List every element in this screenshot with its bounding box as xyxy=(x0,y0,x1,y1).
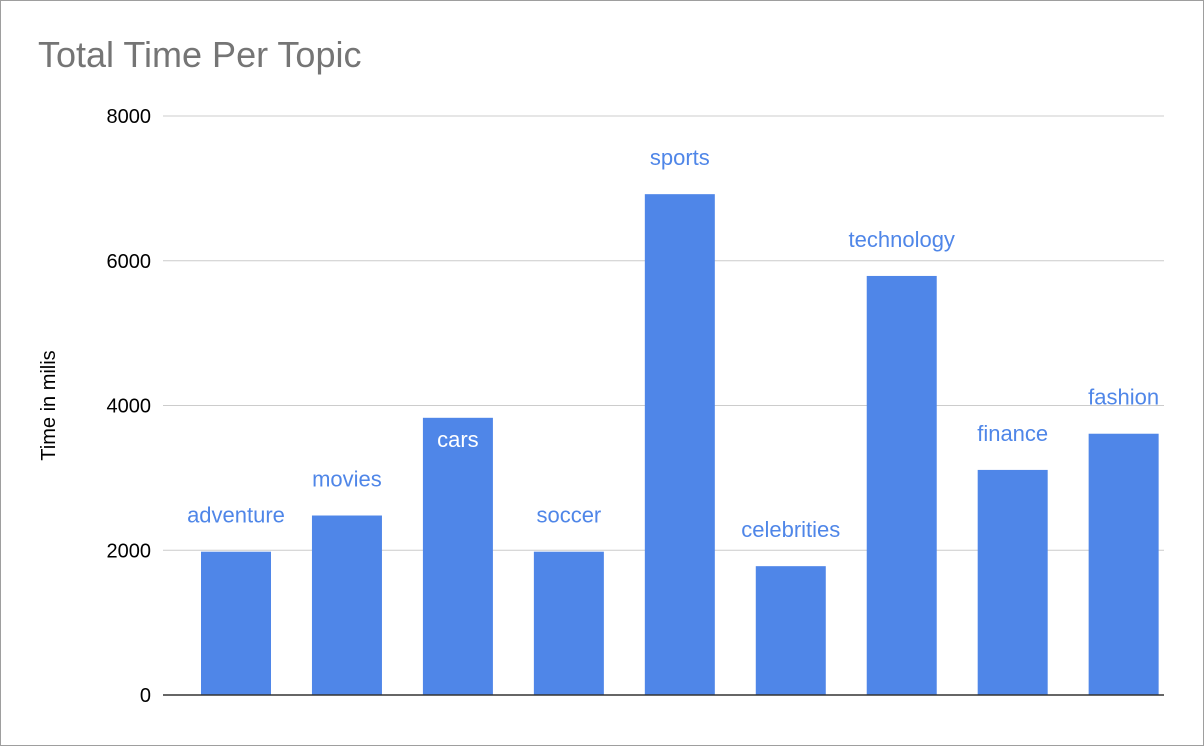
y-tick-label: 6000 xyxy=(107,251,152,273)
data-label-movies: movies xyxy=(312,467,382,492)
data-label-celebrities: celebrities xyxy=(741,517,840,542)
bar-fashion xyxy=(1088,433,1159,695)
bar-adventure xyxy=(201,551,271,695)
bar-movies xyxy=(311,515,382,695)
chart-title: Total Time Per Topic xyxy=(38,34,362,75)
data-label-soccer: soccer xyxy=(536,503,601,528)
y-axis-ticks: 0 2000 4000 6000 8000 xyxy=(107,106,152,707)
y-tick-label: 8000 xyxy=(107,106,152,128)
data-label-technology: technology xyxy=(849,227,955,252)
data-label-cars: cars xyxy=(437,427,479,452)
bar-finance xyxy=(977,469,1048,695)
y-tick-label: 0 xyxy=(140,685,151,707)
bar-sports xyxy=(644,194,715,696)
bar-cars xyxy=(422,417,493,695)
data-label-sports: sports xyxy=(650,145,710,170)
y-tick-label: 2000 xyxy=(107,540,152,562)
data-label-finance: finance xyxy=(977,421,1048,446)
bars xyxy=(201,194,1159,696)
y-tick-label: 4000 xyxy=(107,396,152,418)
data-labels: adventure movies cars soccer sports celebriti… xyxy=(187,145,1159,542)
data-label-adventure: adventure xyxy=(187,503,285,528)
y-axis-label: Time in milis xyxy=(38,350,60,460)
bar-celebrities xyxy=(755,566,826,695)
bar-technology xyxy=(866,275,937,695)
bar-soccer xyxy=(533,551,604,695)
data-label-fashion: fashion xyxy=(1088,385,1159,410)
